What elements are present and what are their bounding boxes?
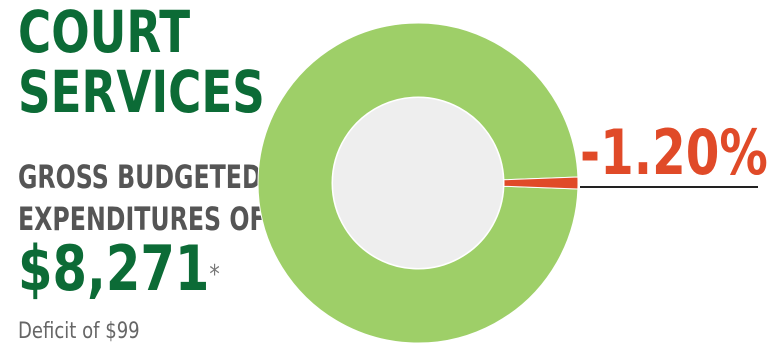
footnote-marker: * (209, 260, 220, 290)
budget-amount-value: $8,271 (18, 232, 210, 305)
percent-label: -1.20% (580, 116, 768, 189)
donut-hole (333, 98, 503, 268)
deficit-text: Deficit of $99 (18, 319, 140, 344)
subtitle: GROSS BUDGETED EXPENDITURES OF (18, 156, 266, 240)
percent-underline (580, 186, 758, 188)
subtitle-line-2: EXPENDITURES OF (18, 200, 266, 238)
subtitle-line-1: GROSS BUDGETED (18, 158, 262, 196)
donut-slice-deficit (503, 176, 579, 190)
title-line-1: COURT (18, 0, 191, 66)
page-title: COURT SERVICES (18, 2, 265, 122)
donut-slice-budget (257, 22, 579, 344)
budget-amount: $8,271* (18, 234, 220, 304)
title-line-2: SERVICES (18, 58, 265, 126)
